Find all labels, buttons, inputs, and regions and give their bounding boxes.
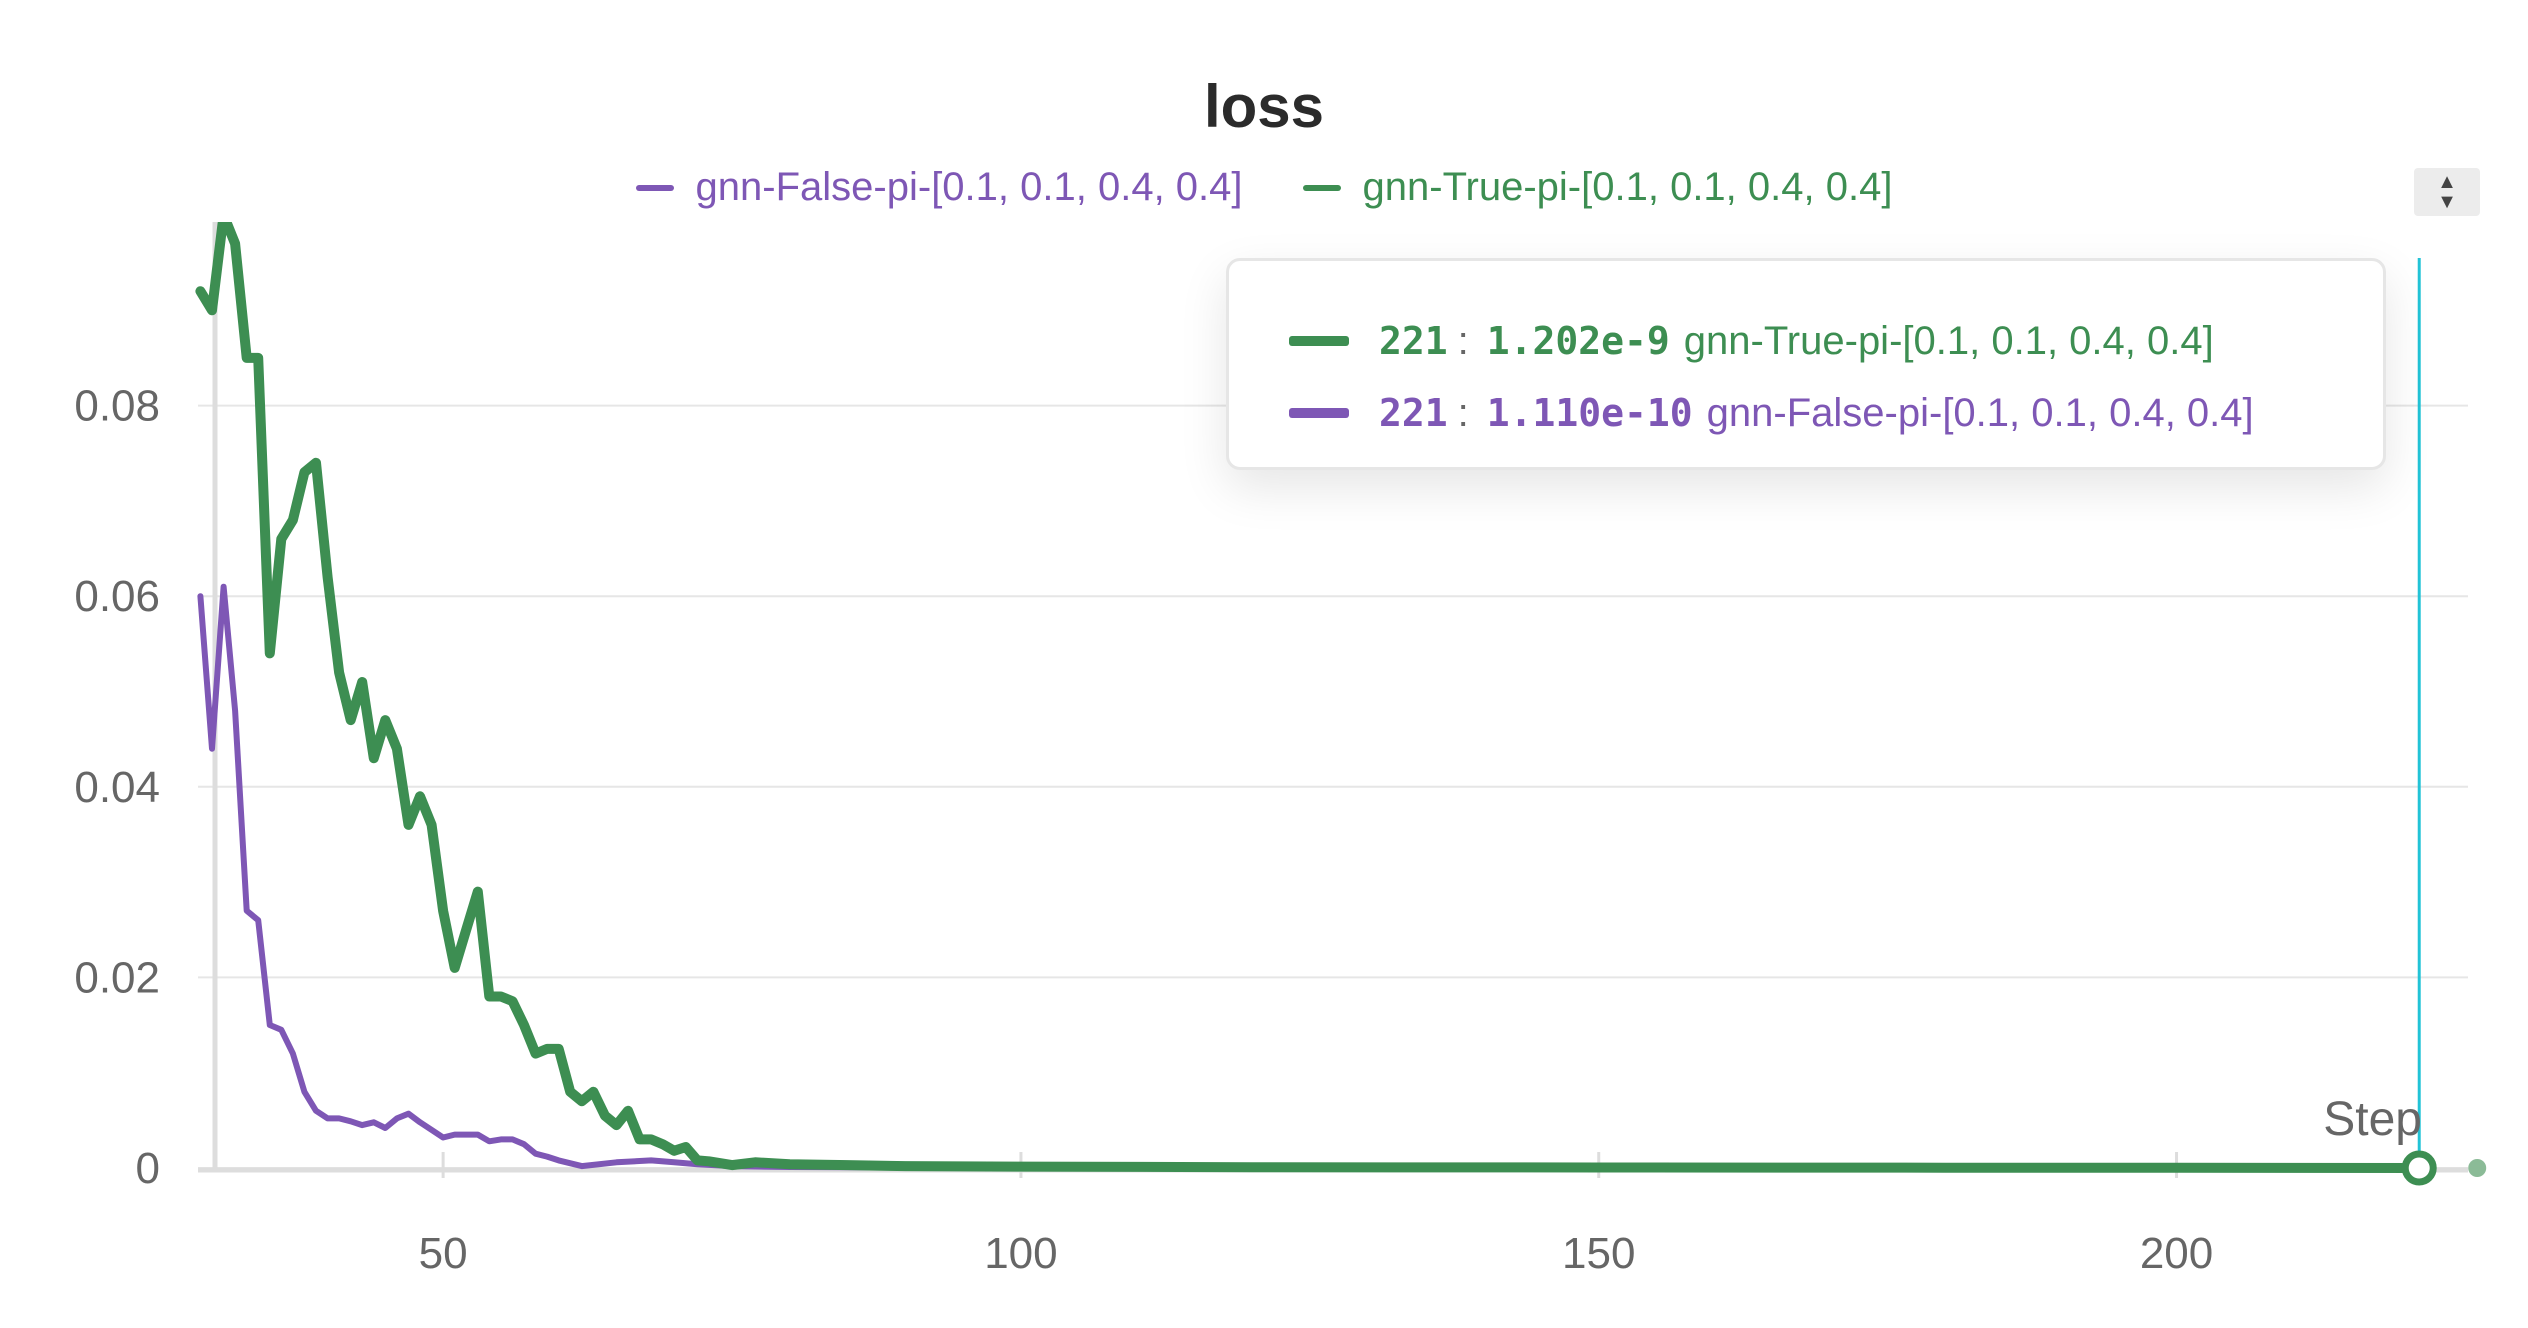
y-tick-label: 0.08: [74, 382, 160, 431]
legend-swatch-gnn-false: [635, 184, 674, 191]
tooltip-value-gnn-false: 1.110e-10: [1486, 391, 1693, 435]
series-end-dot: [2468, 1159, 2487, 1177]
legend-swatch-gnn-true: [1302, 184, 1341, 191]
legend-label-gnn-false: gnn-False-pi-[0.1, 0.1, 0.4, 0.4]: [695, 165, 1243, 209]
x-tick-label: 50: [419, 1229, 468, 1278]
legend-item-gnn-false[interactable]: gnn-False-pi-[0.1, 0.1, 0.4, 0.4]: [635, 165, 1243, 210]
legend-scroll-control[interactable]: ▲ ▼: [2414, 168, 2480, 216]
y-tick-labels: 0 0.02 0.04 0.06 0.08: [74, 382, 160, 1193]
tooltip-name-gnn-false: gnn-False-pi-[0.1, 0.1, 0.4, 0.4]: [1706, 390, 2254, 435]
tooltip-step: 221: [1379, 319, 1448, 363]
tooltip-separator: :: [1457, 390, 1469, 435]
legend-label-gnn-true: gnn-True-pi-[0.1, 0.1, 0.4, 0.4]: [1362, 165, 1893, 209]
chevron-up-icon[interactable]: ▲: [2437, 171, 2457, 193]
tooltip-row-gnn-true: 221 : 1.202e-9 gnn-True-pi-[0.1, 0.1, 0.…: [1289, 305, 2383, 377]
tooltip-separator: :: [1457, 318, 1469, 363]
y-tick-label: 0.04: [74, 763, 160, 812]
legend: gnn-False-pi-[0.1, 0.1, 0.4, 0.4] gnn-Tr…: [0, 165, 2528, 210]
hover-layer[interactable]: [2401, 258, 2487, 1186]
x-tick-labels: 50 100 150 200: [419, 1229, 2214, 1278]
y-tick-label: 0: [136, 1144, 160, 1193]
chart-title: loss: [1203, 73, 1325, 140]
legend-item-gnn-true[interactable]: gnn-True-pi-[0.1, 0.1, 0.4, 0.4]: [1302, 165, 1893, 210]
tooltip-name-gnn-true: gnn-True-pi-[0.1, 0.1, 0.4, 0.4]: [1683, 318, 2214, 363]
tooltip-row-gnn-false: 221 : 1.110e-10 gnn-False-pi-[0.1, 0.1, …: [1289, 377, 2383, 449]
series-line-gnn-true: [195, 222, 2425, 1173]
tooltip-swatch-gnn-true: [1289, 336, 1349, 346]
hover-tooltip: 221 : 1.202e-9 gnn-True-pi-[0.1, 0.1, 0.…: [1226, 258, 2386, 470]
tooltip-value-gnn-true: 1.202e-9: [1486, 319, 1670, 363]
x-tick-label: 150: [1562, 1229, 1635, 1278]
hover-marker: [2401, 1150, 2437, 1186]
tooltip-step: 221: [1379, 391, 1448, 435]
x-axis-label: Step: [2323, 1093, 2422, 1146]
y-tick-label: 0.02: [74, 953, 160, 1002]
y-tick-label: 0.06: [74, 572, 160, 621]
series-line-gnn-false: [197, 583, 2423, 1171]
tooltip-swatch-gnn-false: [1289, 408, 1349, 418]
x-tick-label: 100: [984, 1229, 1057, 1278]
chevron-down-icon[interactable]: ▼: [2437, 191, 2457, 213]
series-lines: [195, 222, 2425, 1173]
x-tick-label: 200: [2140, 1229, 2213, 1278]
